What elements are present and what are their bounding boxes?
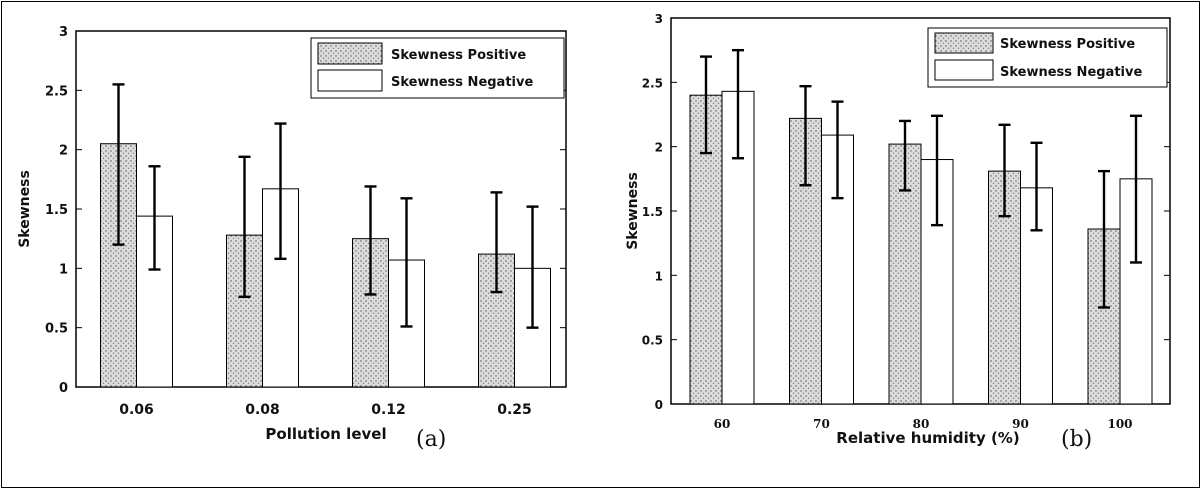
- chart-a: 0 0.5 1 1.5 2 2.5 3 0.06 0.08 0.12 0.25 Skewness …: [17, 25, 567, 452]
- x-tick-label: 0.12: [371, 402, 406, 418]
- chart-a-xlabel: Pollution level: [265, 425, 386, 443]
- chart-b-legend: Skewness Positive Skewness Negative: [927, 27, 1168, 88]
- legend-label-positive-a: Skewness Positive: [391, 48, 526, 63]
- error-bar-negative: [831, 100, 844, 200]
- error-bar-positive: [1098, 169, 1110, 309]
- x-tick-label: 80: [913, 417, 930, 431]
- x-tick-label: 70: [813, 417, 830, 431]
- chart-a-legend: Skewness Positive Skewness Negative: [310, 37, 565, 99]
- chart-b-panel-label: (b): [1061, 427, 1092, 452]
- error-bar-positive: [799, 84, 812, 187]
- y-tick-label: 0.5: [642, 334, 663, 348]
- chart-a-marks: [100, 83, 551, 388]
- chart-b: 0 0.5 1 1.5 2 2.5 3 60 70 80 90 100 Skewness Relat…: [625, 12, 1171, 452]
- y-tick-label: 0: [655, 398, 663, 412]
- legend-swatch-positive-b: [934, 32, 994, 54]
- chart-b-y-ticks: 0 0.5 1 1.5 2 2.5 3: [642, 12, 1170, 412]
- x-tick-label: 0.08: [245, 402, 280, 418]
- chart-b-x-ticks: 60 70 80 90 100: [714, 417, 1133, 431]
- chart-b-marks: [689, 48, 1153, 405]
- y-tick-label: 0: [59, 381, 68, 396]
- chart-a-y-ticks: 0 0.5 1 1.5 2 2.5 3: [45, 25, 566, 396]
- error-bar-negative: [400, 197, 413, 328]
- chart-a-ylabel: Skewness: [17, 170, 33, 248]
- legend-label-negative-b: Skewness Negative: [1000, 65, 1142, 80]
- error-bar-positive: [238, 155, 251, 299]
- x-tick-label: 90: [1012, 417, 1029, 431]
- chart-a-x-ticks: 0.06 0.08 0.12 0.25: [119, 402, 532, 418]
- legend-label-negative-a: Skewness Negative: [391, 75, 533, 90]
- y-tick-label: 1.5: [642, 205, 663, 219]
- error-bar-negative: [148, 165, 161, 271]
- y-tick-label: 3: [59, 25, 68, 40]
- error-bar-positive: [364, 185, 377, 296]
- y-tick-label: 2: [655, 141, 663, 155]
- error-bar-positive: [112, 83, 125, 246]
- legend-swatch-positive-a: [317, 42, 383, 65]
- error-bar-negative: [526, 205, 539, 329]
- error-bar-negative: [931, 114, 943, 227]
- chart-a-panel-label: (a): [416, 427, 446, 452]
- y-tick-label: 2.5: [45, 84, 68, 99]
- chart-b-ylabel: Skewness: [625, 172, 641, 250]
- error-bar-positive: [899, 119, 911, 192]
- y-tick-label: 1.5: [45, 203, 68, 218]
- error-bar-negative: [732, 48, 744, 160]
- error-bar-positive: [998, 123, 1011, 218]
- x-tick-label: 0.06: [119, 402, 154, 418]
- y-tick-label: 1: [655, 269, 663, 283]
- x-tick-label: 100: [1107, 417, 1132, 431]
- y-tick-label: 3: [655, 12, 663, 26]
- legend-swatch-negative-a: [317, 69, 383, 92]
- legend-swatch-negative-b: [934, 59, 994, 81]
- error-bar-negative: [1030, 141, 1043, 232]
- chart-b-xlabel: Relative humidity (%): [836, 429, 1019, 447]
- error-bar-negative: [1130, 114, 1142, 264]
- y-tick-label: 0.5: [45, 322, 68, 337]
- x-tick-label: 0.25: [497, 402, 532, 418]
- y-tick-label: 2.5: [642, 76, 663, 90]
- y-tick-label: 2: [59, 144, 68, 159]
- error-bar-negative: [274, 122, 287, 261]
- bar-negative: [136, 215, 173, 388]
- error-bar-positive: [490, 191, 503, 294]
- y-tick-label: 1: [59, 262, 68, 277]
- legend-label-positive-b: Skewness Positive: [1000, 37, 1135, 52]
- x-tick-label: 60: [714, 417, 731, 431]
- error-bar-positive: [700, 55, 712, 155]
